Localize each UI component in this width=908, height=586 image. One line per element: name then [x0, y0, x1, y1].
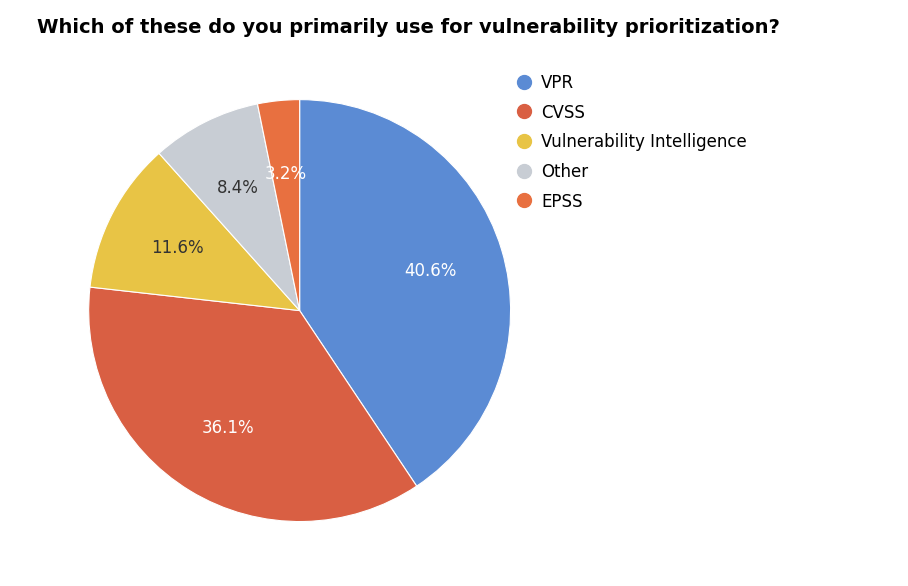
- Text: 3.2%: 3.2%: [265, 165, 307, 183]
- Wedge shape: [258, 100, 300, 311]
- Text: Which of these do you primarily use for vulnerability prioritization?: Which of these do you primarily use for …: [37, 18, 780, 36]
- Wedge shape: [89, 287, 417, 522]
- Wedge shape: [300, 100, 510, 486]
- Text: 40.6%: 40.6%: [405, 262, 457, 280]
- Text: 36.1%: 36.1%: [202, 418, 254, 437]
- Text: 11.6%: 11.6%: [152, 239, 204, 257]
- Wedge shape: [159, 104, 300, 311]
- Wedge shape: [90, 154, 300, 311]
- Text: 8.4%: 8.4%: [217, 179, 259, 197]
- Legend: VPR, CVSS, Vulnerability Intelligence, Other, EPSS: VPR, CVSS, Vulnerability Intelligence, O…: [511, 66, 755, 219]
